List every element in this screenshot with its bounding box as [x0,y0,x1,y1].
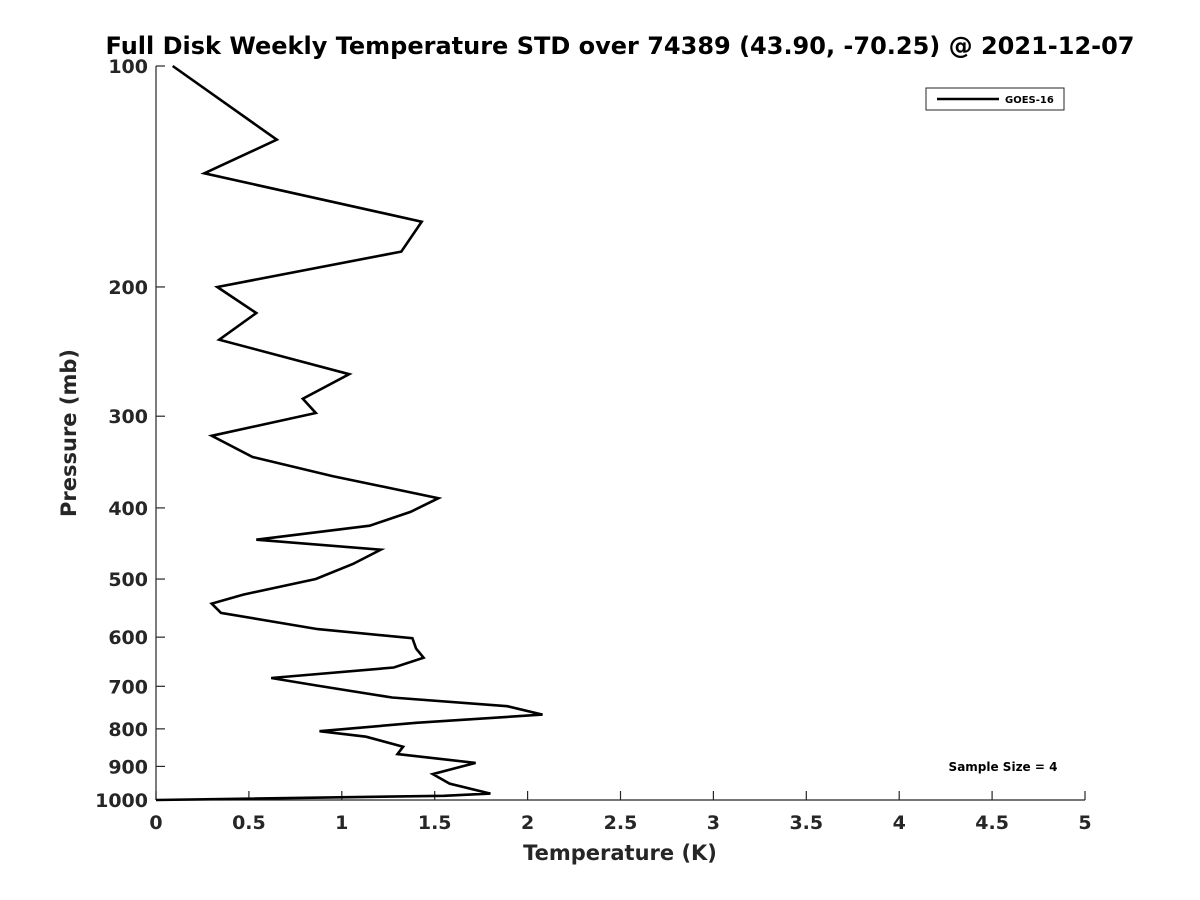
x-tick-label: 5 [1078,812,1091,834]
y-tick-label: 700 [108,676,148,698]
series-layer [155,64,543,802]
x-tick-label: 0 [149,812,162,834]
y-tick-label: 1000 [95,790,148,812]
axes [155,66,1085,801]
y-tick-label: 600 [108,627,148,649]
x-tick-label: 4.5 [975,812,1009,834]
chart-title: Full Disk Weekly Temperature STD over 74… [106,32,1135,60]
x-tick-label: 1.5 [418,812,452,834]
y-tick-label: 500 [108,569,148,591]
x-tick-label: 1 [335,812,348,834]
y-axis-label: Pressure (mb) [57,349,81,517]
sample-size-annotation: Sample Size = 4 [949,760,1058,774]
x-tick-label: 3 [707,812,720,834]
x-tick-label: 3.5 [789,812,823,834]
legend: GOES-16 [925,87,1065,111]
series-line-goes-16 [155,64,543,802]
y-tick-label: 800 [108,719,148,741]
y-tick-label: 400 [108,498,148,520]
y-tick-label: 200 [108,277,148,299]
y-tick-label: 100 [108,56,148,78]
legend-label-goes-16: GOES-16 [1005,95,1054,106]
x-tick-label: 0.5 [232,812,266,834]
x-ticks: 0 0.5 1 1.5 2 2.5 3 3.5 4 4.5 5 [149,791,1092,834]
y-tick-label: 300 [108,406,148,428]
y-ticks: 100 200 300 400 500 600 700 800 900 1000 [95,56,165,812]
x-axis-label: Temperature (K) [523,841,717,865]
x-tick-label: 2 [521,812,534,834]
x-tick-label: 2.5 [604,812,638,834]
y-tick-label: 900 [108,756,148,778]
x-tick-label: 4 [893,812,906,834]
